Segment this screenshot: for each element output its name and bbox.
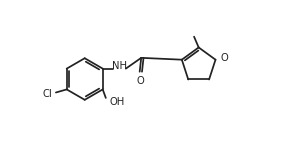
Text: O: O (221, 53, 229, 63)
Text: OH: OH (110, 97, 125, 107)
Text: NH: NH (112, 61, 127, 71)
Text: Cl: Cl (42, 89, 52, 99)
Text: O: O (137, 76, 144, 86)
